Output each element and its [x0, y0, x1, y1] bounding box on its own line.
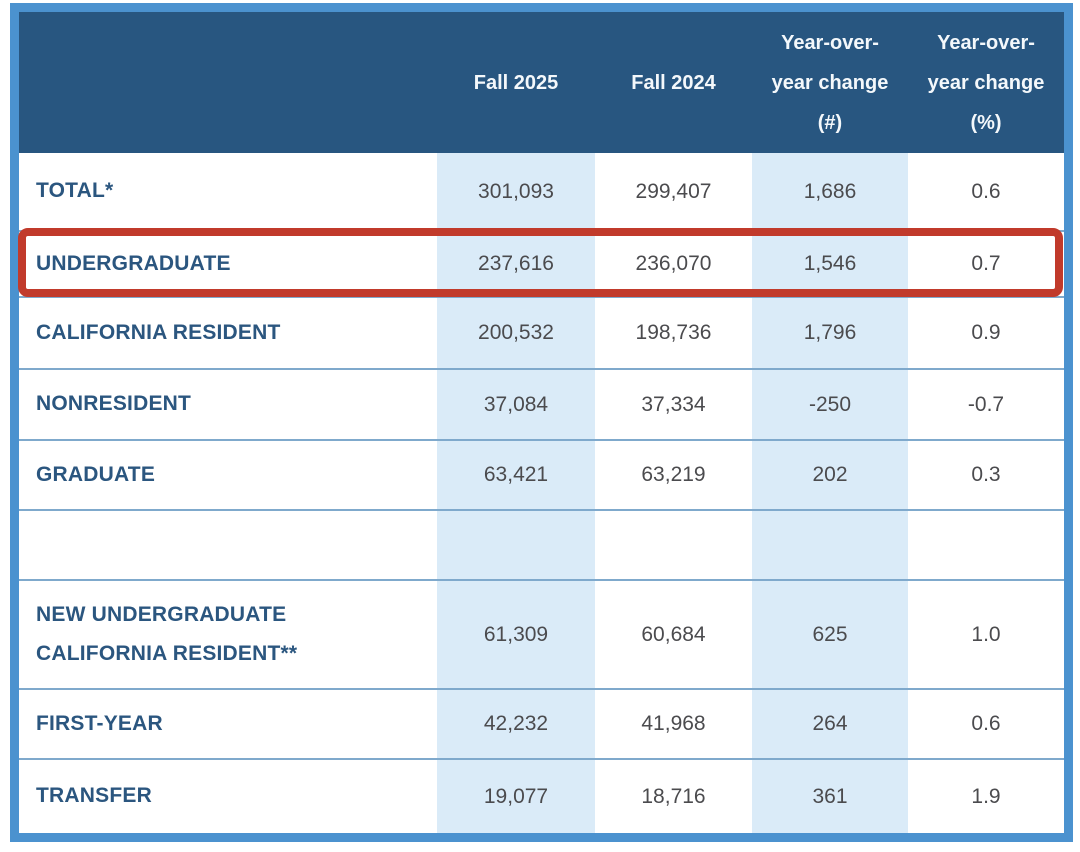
cell-fall-2025: 42,232 [437, 690, 595, 758]
table-row-nonresident: NONRESIDENT 37,084 37,334 -250 -0.7 [19, 368, 1064, 439]
cell-fall-2024: 63,219 [641, 463, 706, 486]
cell-yoy-pct [908, 511, 1064, 579]
cell-yoy-pct: 1.9 [971, 784, 1001, 808]
cell-yoy-num: 1,796 [752, 298, 908, 368]
cell-yoy-num: 1,686 [752, 153, 908, 230]
header-row: Fall 2025 Fall 2024 Year-over-year chang… [19, 12, 1064, 153]
cell-yoy-pct: 0.7 [971, 252, 1001, 275]
row-label: NONRESIDENT [36, 392, 192, 416]
header-cell-fall-2025: Fall 2025 [473, 71, 559, 94]
cell-fall-2024: 41,968 [641, 712, 706, 735]
table-row-transfer: TRANSFER 19,077 18,716 361 1.9 [19, 758, 1064, 833]
cell-fall-2025: 301,093 [437, 153, 595, 230]
cell-yoy-num: 202 [752, 441, 908, 509]
row-label: FIRST-YEAR [36, 711, 163, 735]
cell-yoy-pct: 0.6 [971, 179, 1001, 203]
cell-yoy-pct: 0.6 [971, 712, 1001, 735]
row-label [19, 511, 437, 579]
table-row-first-year: FIRST-YEAR 42,232 41,968 264 0.6 [19, 688, 1064, 758]
cell-fall-2024: 18,716 [641, 784, 706, 808]
row-label: TRANSFER [36, 784, 152, 808]
row-label: UNDERGRADUATE [36, 251, 231, 275]
cell-yoy-pct: 0.9 [971, 321, 1001, 344]
cell-fall-2025: 37,084 [437, 370, 595, 439]
cell-yoy-num: 361 [752, 760, 908, 833]
header-cell-empty [19, 12, 437, 153]
row-label: TOTAL* [36, 179, 114, 203]
cell-yoy-num [752, 511, 908, 579]
row-label: NEW UNDERGRADUATE CALIFORNIA RESIDENT** [36, 602, 298, 665]
header-cell-yoy-change-pct: Year-over-year change (%) [927, 31, 1045, 134]
cell-yoy-num: 1,546 [752, 232, 908, 296]
cell-fall-2025: 61,309 [437, 581, 595, 688]
table-body: Fall 2025 Fall 2024 Year-over-year chang… [19, 12, 1064, 833]
table-row-california-resident: CALIFORNIA RESIDENT 200,532 198,736 1,79… [19, 296, 1064, 368]
cell-fall-2024: 60,684 [641, 622, 706, 646]
table-row-graduate: GRADUATE 63,421 63,219 202 0.3 [19, 439, 1064, 509]
header-cell-fall-2024: Fall 2024 [631, 71, 716, 94]
cell-fall-2025: 19,077 [437, 760, 595, 833]
table-row-new-undergraduate-ca-resident: NEW UNDERGRADUATE CALIFORNIA RESIDENT** … [19, 579, 1064, 688]
cell-yoy-num: -250 [752, 370, 908, 439]
cell-yoy-pct: 0.3 [971, 463, 1001, 486]
table-row-undergraduate: UNDERGRADUATE 237,616 236,070 1,546 0.7 [19, 230, 1064, 296]
cell-fall-2024: 299,407 [635, 179, 712, 203]
cell-fall-2025: 200,532 [437, 298, 595, 368]
cell-fall-2024: 198,736 [635, 321, 712, 344]
cell-fall-2024: 37,334 [641, 392, 706, 416]
row-label: GRADUATE [36, 462, 156, 486]
row-label: CALIFORNIA RESIDENT [36, 320, 281, 344]
cell-fall-2024 [595, 511, 752, 579]
table-row-total: TOTAL* 301,093 299,407 1,686 0.6 [19, 153, 1064, 230]
enrollment-table: Fall 2025 Fall 2024 Year-over-year chang… [10, 3, 1073, 842]
cell-yoy-num: 625 [752, 581, 908, 688]
header-cell-yoy-change-num: Year-over-year change (#) [771, 31, 889, 134]
table-row-spacer [19, 509, 1064, 579]
cell-yoy-pct: 1.0 [971, 622, 1001, 646]
cell-fall-2025: 237,616 [437, 232, 595, 296]
cell-fall-2025 [437, 511, 595, 579]
cell-yoy-pct: -0.7 [967, 392, 1005, 416]
cell-fall-2024: 236,070 [635, 252, 712, 275]
cell-yoy-num: 264 [752, 690, 908, 758]
cell-fall-2025: 63,421 [437, 441, 595, 509]
